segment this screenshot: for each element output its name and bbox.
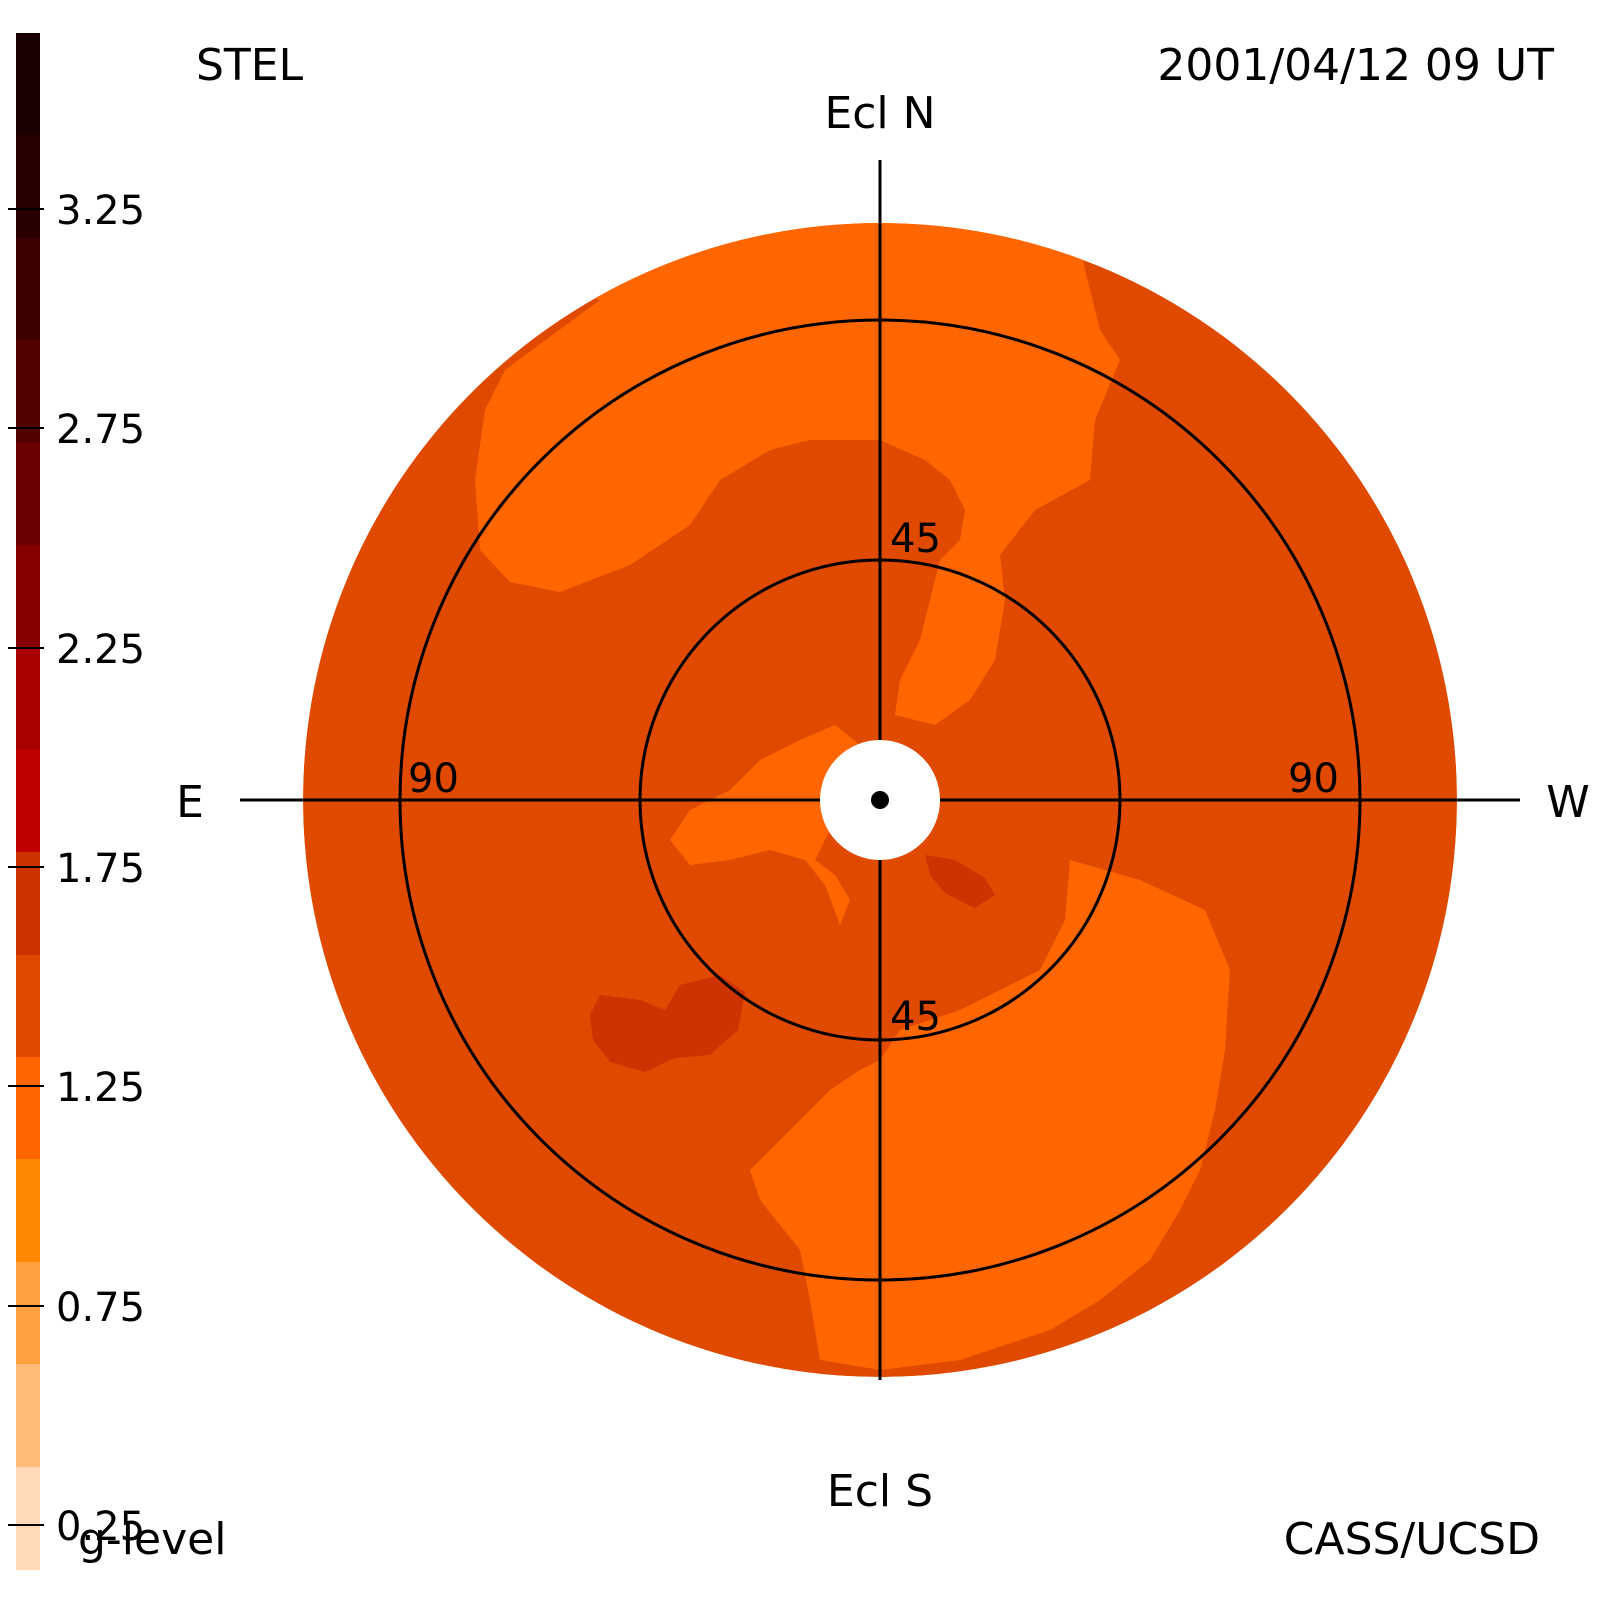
colorbar-tick [8, 1304, 44, 1307]
colorbar-tick-label: 0.25 [56, 1504, 146, 1551]
colorbar-segment [16, 954, 40, 1058]
instrument-label: STEL [196, 40, 304, 91]
enhanced-region-south [750, 860, 1230, 1370]
ring-90-label-right: 90 [1288, 756, 1339, 802]
direction-top: Ecl N [824, 88, 935, 139]
colorbar-tick [8, 866, 44, 868]
ring-45-label-top: 45 [890, 516, 941, 562]
direction-right: W [1546, 777, 1590, 828]
colorbar-tick-label: 3.25 [56, 187, 146, 234]
enhanced-region-north [303, 223, 1120, 725]
observer-dot [871, 791, 889, 809]
colorbar-tick [8, 207, 44, 210]
colorbar-tick [8, 427, 44, 430]
colorbar-segment [16, 1261, 40, 1366]
colorbar-title: g-level [78, 1514, 227, 1565]
direction-left: E [176, 777, 204, 828]
enhanced-region-center [670, 725, 860, 925]
colorbar-segment [16, 545, 40, 649]
colorbar-segment [16, 442, 40, 546]
colorbar-segment [16, 340, 40, 444]
colorbar-segment [16, 1057, 40, 1161]
colorbar-segment [16, 1466, 40, 1570]
credit-label: CASS/UCSD [1283, 1514, 1540, 1565]
colorbar-segment [16, 135, 40, 239]
colorbar-tick-label: 2.25 [56, 626, 146, 673]
colorbar-tick [8, 1524, 44, 1527]
dense-region-southwest [590, 975, 745, 1072]
colorbar-tick [8, 1085, 44, 1088]
colorbar-segment [16, 852, 40, 956]
ring-45-label-bottom: 45 [890, 994, 941, 1040]
colorbar-tick [8, 646, 44, 649]
dense-region-east [925, 855, 995, 908]
colorbar-tick-label: 0.75 [56, 1284, 146, 1331]
colorbar: 3.25 2.75 2.25 1.75 1.25 0.75 0.25 [8, 33, 145, 1570]
datetime-label: 2001/04/12 09 UT [1157, 40, 1554, 91]
ring-90-label-left: 90 [408, 756, 459, 802]
colorbar-segment [16, 749, 40, 854]
colorbar-tick-label: 1.75 [56, 846, 146, 892]
colorbar-segment [16, 647, 40, 751]
colorbar-segment [16, 1364, 40, 1468]
colorbar-segment [16, 237, 40, 342]
colorbar-tick-label: 2.75 [56, 407, 146, 454]
colorbar-segment [16, 33, 40, 137]
colorbar-tick-label: 1.25 [56, 1065, 146, 1112]
colorbar-segment [16, 1159, 40, 1263]
direction-bottom: Ecl S [827, 1466, 933, 1517]
